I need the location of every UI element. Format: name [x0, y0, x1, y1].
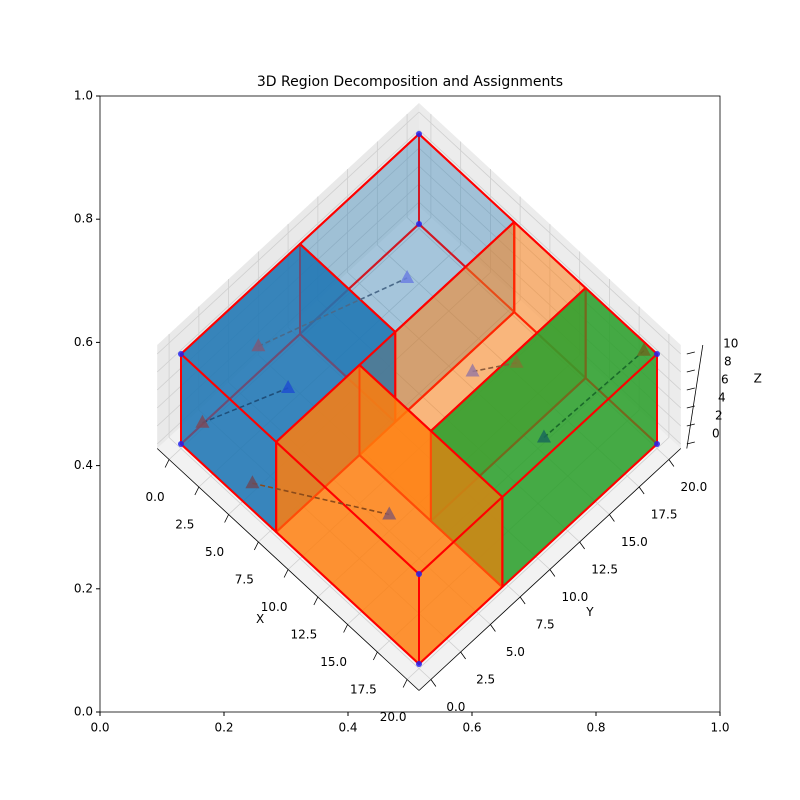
- target-marker: [382, 506, 397, 520]
- y-tick-label: 17.5: [651, 508, 678, 522]
- y-tick-label: 7.5: [536, 618, 555, 632]
- x-tick: [224, 514, 229, 523]
- corner-point: [416, 571, 422, 577]
- x-tick-label: 10.0: [261, 600, 288, 614]
- y-tick-label: 2.5: [476, 673, 495, 687]
- z-tick-label: 0: [712, 427, 720, 441]
- corner-point: [654, 441, 660, 447]
- corner-point: [416, 221, 422, 227]
- x-tick-label: 12.5: [290, 628, 317, 642]
- x-tick: [313, 596, 319, 606]
- frame-x-tick-label: 0.0: [90, 721, 109, 735]
- assignment-line: [258, 277, 408, 348]
- corner-point: [416, 661, 422, 667]
- target-marker: [281, 380, 296, 393]
- z-axis-line: [686, 344, 704, 449]
- y-tick-label: 0.0: [446, 700, 465, 714]
- x-tick-label: 7.5: [235, 573, 254, 587]
- frame-x-tick-label: 0.2: [214, 721, 233, 735]
- y-tick: [519, 596, 526, 605]
- corner-point: [654, 351, 660, 357]
- corner-point: [416, 131, 422, 137]
- x-tick-label: 0.0: [146, 490, 165, 504]
- frame-x-tick-label: 1.0: [710, 721, 729, 735]
- x-tick: [194, 486, 200, 496]
- z-tick: [686, 441, 695, 445]
- z-tick-label: 10: [723, 337, 738, 351]
- frame-x-tick-label: 0.6: [462, 721, 481, 735]
- frame-x-tick-label: 0.8: [586, 721, 605, 735]
- grid-line: [418, 111, 682, 355]
- frame-y-tick-label: 1.0: [74, 89, 93, 103]
- grid-line: [168, 437, 432, 680]
- x-tick: [402, 679, 408, 688]
- x-axis-line: [156, 448, 420, 691]
- grid-line: [156, 111, 420, 355]
- source-marker: [251, 338, 266, 352]
- y-tick-label: 12.5: [591, 563, 618, 577]
- x-tick: [253, 541, 259, 551]
- target-marker: [636, 342, 651, 356]
- frame-y-tick-label: 0.4: [74, 458, 93, 472]
- target-marker: [509, 354, 524, 368]
- y-tick: [490, 624, 496, 632]
- x-tick-label: 15.0: [320, 655, 347, 669]
- y-tick: [609, 514, 615, 522]
- target-marker: [400, 270, 415, 283]
- x-tick: [343, 624, 348, 633]
- assignment-line: [543, 350, 645, 439]
- y-tick: [668, 459, 675, 467]
- y-tick: [638, 486, 645, 495]
- frame-x-tick-label: 0.4: [338, 721, 357, 735]
- frame-y-tick-label: 0.6: [74, 335, 93, 349]
- x-tick-label: 5.0: [205, 545, 224, 559]
- x-tick: [283, 569, 289, 578]
- source-marker: [465, 363, 480, 377]
- x-tick: [164, 459, 170, 468]
- chart-title: 3D Region Decomposition and Assignments: [257, 74, 563, 90]
- z-tick: [686, 369, 695, 373]
- y-tick: [549, 569, 556, 577]
- z-tick-label: 2: [715, 409, 723, 423]
- y-tick: [579, 541, 585, 550]
- frame-y-tick-label: 0.0: [74, 705, 93, 719]
- y-tick-label: 20.0: [681, 480, 708, 494]
- z-tick-label: 8: [724, 355, 732, 369]
- region-face: [418, 496, 504, 665]
- corner-point: [178, 441, 184, 447]
- z-tick-label: 6: [721, 373, 729, 387]
- grid-line: [156, 129, 420, 373]
- frame: [99, 95, 721, 713]
- x-tick-label: 2.5: [175, 518, 194, 532]
- x-tick-label: 20.0: [380, 710, 407, 724]
- y-tick-label: 10.0: [562, 590, 589, 604]
- y-tick: [430, 679, 437, 687]
- grid-line: [418, 129, 682, 373]
- y-axis-label: Y: [585, 605, 594, 619]
- assignment-line: [252, 482, 390, 516]
- z-tick-label: 4: [718, 391, 726, 405]
- source-marker: [195, 414, 210, 428]
- y-axis-line: [418, 448, 682, 691]
- z-tick: [686, 387, 695, 391]
- y-tick-label: 5.0: [506, 645, 525, 659]
- source-marker: [245, 475, 260, 489]
- frame-y-tick-label: 0.8: [74, 212, 93, 226]
- x-tick-label: 17.5: [350, 683, 377, 697]
- y-tick-label: 15.0: [621, 535, 648, 549]
- corner-point: [178, 351, 184, 357]
- source-marker: [536, 429, 551, 443]
- frame-y-tick-label: 0.2: [74, 581, 93, 595]
- z-tick: [686, 351, 695, 355]
- z-axis-label: Z: [754, 371, 762, 385]
- x-axis-label: X: [256, 612, 264, 626]
- x-tick: [372, 651, 378, 661]
- y-tick: [460, 651, 466, 660]
